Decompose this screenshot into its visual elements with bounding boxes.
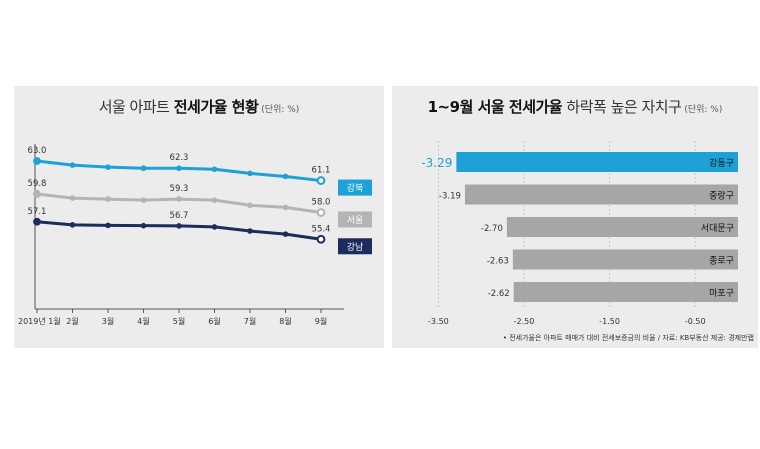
bar-value-label: -3.19 xyxy=(439,192,461,202)
x-tick-label: 7월 xyxy=(244,316,256,326)
series-tag-label: 강남 xyxy=(347,242,364,253)
x-tick-label: -3.50 xyxy=(428,317,449,326)
data-point xyxy=(316,176,326,185)
bar-category-label: 마포구 xyxy=(709,288,734,299)
data-point xyxy=(247,170,253,177)
data-point xyxy=(69,195,76,201)
left-title-bold: 전세가율 현황 xyxy=(173,98,259,116)
bar xyxy=(464,184,738,205)
right-title-normal: 하락폭 높은 자치구 xyxy=(566,98,682,116)
right-title-unit: (단위: %) xyxy=(684,105,723,115)
data-point xyxy=(176,196,182,202)
data-point xyxy=(140,222,147,229)
data-point xyxy=(69,222,76,228)
data-point xyxy=(211,166,218,173)
data-point xyxy=(33,157,41,165)
data-point xyxy=(140,165,147,172)
series-tag-seoul xyxy=(338,211,372,228)
x-tick-label: 8월 xyxy=(279,316,291,326)
bar-value-label: -2.70 xyxy=(481,224,503,234)
data-label: 63.0 xyxy=(28,146,47,156)
bar-chart: -3.50 -2.50 -1.50 -0.50 강동구 -3.29 중랑구 -3.19 서대문구… xyxy=(421,141,738,326)
left-chart-title: 서울 아파트 전세가율 현황 (단위: %) xyxy=(14,96,384,117)
data-point xyxy=(282,231,289,237)
data-point xyxy=(211,197,218,203)
source-footnote: • 전세가율은 아파트 매매가 대비 전세보증금의 비율 / 자료: KB부동산… xyxy=(502,334,754,342)
data-point xyxy=(33,190,41,198)
line-chart: 2019년 1월 2월 3월 4월 5월 6월 7월 8월 9월 63.0 62.3 61.1 강북 59… xyxy=(18,144,372,326)
series-tag-label: 강북 xyxy=(347,183,364,194)
data-point xyxy=(247,202,253,209)
bar-category-label: 강동구 xyxy=(709,158,734,169)
right-chart-title: 1~9월 서울 전세가율 하락폭 높은 자치구 (단위: %) xyxy=(392,96,758,117)
data-label: 59.3 xyxy=(170,184,189,194)
data-point xyxy=(105,164,111,170)
data-label: 61.1 xyxy=(312,166,331,176)
bar xyxy=(506,217,738,237)
bar xyxy=(513,282,738,302)
bar-value-label: -2.62 xyxy=(488,289,510,299)
data-label: 58.0 xyxy=(312,198,331,208)
data-point xyxy=(316,234,326,244)
x-tick-label: 9월 xyxy=(315,316,327,326)
bar xyxy=(512,249,738,270)
data-point xyxy=(176,165,182,172)
left-title-unit: (단위: %) xyxy=(261,105,300,115)
data-label: 59.8 xyxy=(28,179,47,189)
series-tag-gangbuk xyxy=(338,179,372,196)
data-label: 57.1 xyxy=(28,207,47,217)
x-tick-label: 3월 xyxy=(102,316,114,326)
data-point xyxy=(69,162,76,168)
series-tag-gangnam xyxy=(338,238,372,255)
data-point xyxy=(282,173,289,180)
x-tick-label: 6월 xyxy=(208,316,220,326)
data-label: 55.4 xyxy=(312,224,331,234)
x-tick-label: 2019년 1월 xyxy=(18,316,61,326)
left-title-normal: 서울 아파트 xyxy=(98,98,170,116)
data-point xyxy=(316,208,326,217)
x-tick-label: 2월 xyxy=(66,316,78,326)
bar-value-label: -3.29 xyxy=(421,156,452,170)
data-point xyxy=(140,197,147,203)
left-chart-panel: 서울 아파트 전세가율 현황 (단위: %) 2019년 1월 2월 3월 4월 5월 6월… xyxy=(14,86,384,348)
data-point xyxy=(105,196,111,202)
x-tick-label: 4월 xyxy=(137,316,149,326)
data-label: 56.7 xyxy=(170,211,189,221)
bar-category-label: 서대문구 xyxy=(701,223,734,234)
x-tick-label: -0.50 xyxy=(685,317,706,326)
data-point xyxy=(247,228,253,234)
bar xyxy=(456,152,738,172)
x-tick-label: 5월 xyxy=(173,316,185,326)
x-tick-label: -2.50 xyxy=(514,317,535,326)
data-point xyxy=(176,223,182,229)
bar-category-label: 중랑구 xyxy=(709,190,734,202)
data-point xyxy=(105,222,111,229)
data-point xyxy=(33,217,41,226)
x-tick-label: -1.50 xyxy=(599,317,620,326)
data-label: 62.3 xyxy=(170,153,189,163)
series-tag-label: 서울 xyxy=(347,215,364,226)
data-point xyxy=(282,204,289,211)
right-title-bold: 1~9월 서울 전세가율 xyxy=(427,98,563,116)
data-point xyxy=(211,224,218,230)
bar-value-label: -2.63 xyxy=(487,257,509,267)
right-chart-panel: 1~9월 서울 전세가율 하락폭 높은 자치구 (단위: %) -3.50 -2.5… xyxy=(392,86,758,348)
bar-category-label: 종로구 xyxy=(709,256,734,267)
